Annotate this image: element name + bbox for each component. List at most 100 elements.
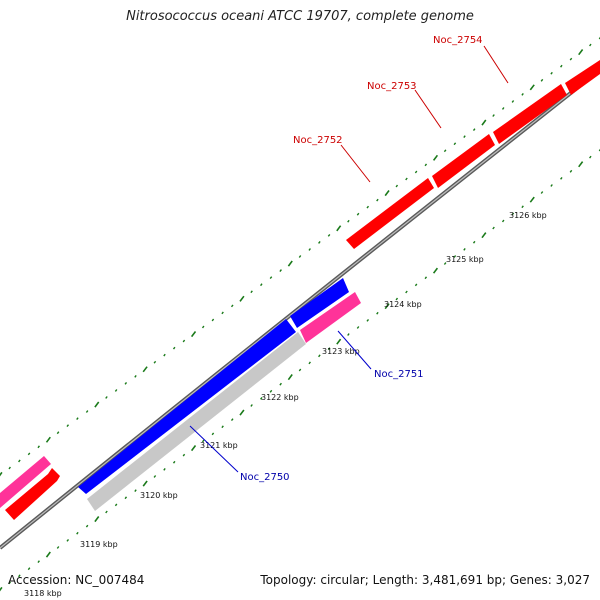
scale-tick <box>250 404 253 407</box>
scale-tick <box>356 326 360 329</box>
scale-tick <box>432 267 439 274</box>
gene-bar-noc-2753[interactable] <box>432 134 495 188</box>
scale-tick <box>114 389 118 392</box>
axis-label-3120: 3120 kbp <box>140 491 178 500</box>
scale-tick <box>384 190 390 197</box>
scale-tick <box>589 43 592 47</box>
scale-tick <box>142 480 148 487</box>
scale-tick <box>105 396 108 399</box>
gene-bar-noc-2751[interactable] <box>290 278 349 328</box>
scale-tick <box>260 396 263 400</box>
accession-text: Accession: NC_007484 <box>8 573 145 587</box>
scale-tick <box>384 303 390 310</box>
scale-tick <box>153 475 157 478</box>
gene-bar-noc-2752[interactable] <box>346 178 434 249</box>
scale-tick <box>492 114 495 117</box>
scale-tick <box>230 418 234 422</box>
scale-tick <box>0 586 3 592</box>
gene-label-noc-2754[interactable]: Noc_2754 <box>433 35 483 46</box>
forward-strand-features <box>0 60 600 520</box>
gene-bar-noc-2754-b[interactable] <box>565 60 600 95</box>
scale-tick <box>318 354 321 358</box>
scale-tick <box>230 304 234 308</box>
scale-tick <box>327 233 331 237</box>
scale-tick <box>347 333 350 336</box>
scale-tick <box>94 401 100 408</box>
scale-tick <box>124 496 128 500</box>
scale-tick <box>201 439 205 443</box>
axis-label-3126: 3126 kbp <box>509 211 547 220</box>
axis-label-3118: 3118 kbp <box>24 589 62 598</box>
scale-tick <box>560 64 563 68</box>
scale-tick <box>163 353 166 357</box>
scale-tick <box>376 198 379 202</box>
backbone-highlight <box>0 69 600 549</box>
rna-bar-noc-2751[interactable] <box>300 292 361 343</box>
scale-tick <box>501 219 505 223</box>
scale-tick <box>366 205 370 209</box>
scale-tick <box>578 49 584 56</box>
scale-tick <box>405 290 408 294</box>
scale-tick <box>134 374 137 378</box>
callout-line-noc-2750 <box>189 425 239 473</box>
scale-tick <box>182 453 186 457</box>
scale-tick <box>0 471 3 477</box>
scale-tick <box>37 560 40 564</box>
scale-tick <box>578 161 584 168</box>
scale-tick <box>550 71 553 75</box>
axis-label-3125: 3125 kbp <box>446 255 484 264</box>
scale-tick <box>85 524 89 528</box>
scale-tick <box>424 163 428 167</box>
gene-label-noc-2753[interactable]: Noc_2753 <box>367 81 417 92</box>
scale-tick <box>269 276 273 280</box>
scale-tick <box>443 262 447 265</box>
scale-tick <box>190 445 197 452</box>
gene-bar-noc-2750[interactable] <box>78 319 296 494</box>
callout-line-noc-2753 <box>414 89 442 129</box>
reverse-strand-features <box>78 278 361 511</box>
gene-callouts <box>189 45 509 473</box>
scale-tick <box>308 248 311 251</box>
scale-tick <box>153 360 157 364</box>
scale-tick <box>27 567 31 571</box>
scale-tick <box>347 219 350 223</box>
scale-tick <box>453 255 457 258</box>
scale-tick <box>172 460 176 464</box>
scale-tick <box>37 445 40 449</box>
scale-tick <box>269 389 273 393</box>
scale-tick <box>318 240 321 244</box>
gene-labels: Noc_2750 Noc_2751 Noc_2752 Noc_2753 Noc_… <box>240 35 483 483</box>
scale-tick <box>221 425 224 429</box>
scale-tick <box>308 361 311 365</box>
scale-tick <box>94 516 100 523</box>
scale-tick <box>481 119 487 126</box>
scale-tick <box>472 240 476 244</box>
scale-tick <box>432 154 439 161</box>
scale-tick <box>529 84 535 91</box>
scale-tick <box>134 489 137 493</box>
gene-label-noc-2751[interactable]: Noc_2751 <box>374 369 424 380</box>
scale-tick <box>356 212 360 216</box>
scale-tick <box>529 196 535 203</box>
scale-tick <box>521 205 524 209</box>
scale-tick <box>239 295 245 302</box>
scale-tick <box>287 374 293 381</box>
scale-tick <box>142 366 148 373</box>
axis-label-3119: 3119 kbp <box>80 540 118 549</box>
scale-tick <box>260 283 263 287</box>
axis-label-3124: 3124 kbp <box>384 300 422 309</box>
scale-tick <box>511 212 515 216</box>
gene-label-noc-2750[interactable]: Noc_2750 <box>240 472 290 483</box>
gene-label-noc-2752[interactable]: Noc_2752 <box>293 135 343 146</box>
scale-tick <box>492 226 495 230</box>
scale-tick <box>414 170 418 174</box>
scale-tick <box>395 184 399 188</box>
genome-backbone <box>0 68 600 550</box>
scale-tick <box>540 191 544 194</box>
gene-bar-noc-2754-a[interactable] <box>493 84 567 144</box>
scale-tick <box>550 184 553 187</box>
scale-tick <box>163 467 166 471</box>
scale-tick <box>76 531 79 535</box>
